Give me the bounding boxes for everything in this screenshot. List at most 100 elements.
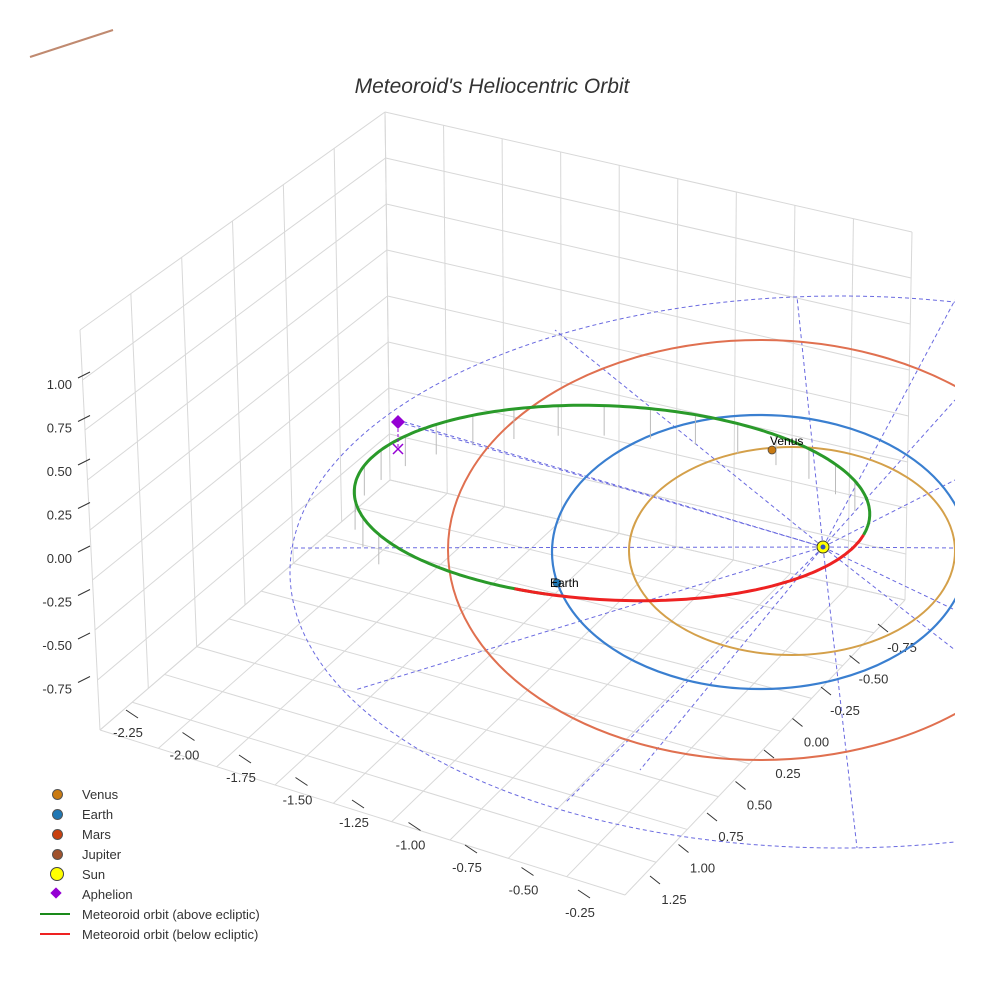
- legend-item[interactable]: Jupiter: [36, 844, 260, 864]
- z-tick-mark: [77, 458, 91, 466]
- legend-item[interactable]: Sun: [36, 864, 260, 884]
- z-tick-mark: [77, 589, 91, 596]
- legend-item[interactable]: Mars: [36, 824, 260, 844]
- grid-line: [158, 492, 448, 749]
- grid-line: [357, 507, 875, 634]
- circle-icon: [36, 784, 82, 804]
- y-tick-label: -0.75: [887, 640, 917, 655]
- grid-line: [216, 506, 505, 768]
- legend-label: Sun: [82, 866, 106, 882]
- aphelion-diamond: [391, 415, 405, 429]
- sun-center: [820, 544, 826, 550]
- grid-line: [388, 341, 908, 463]
- legend-item[interactable]: Meteoroid orbit (above ecliptic): [36, 904, 260, 924]
- grid-line: [87, 249, 388, 481]
- x-tick-label: -1.50: [283, 793, 313, 808]
- ecliptic-radial-line: [822, 546, 955, 611]
- grid-line: [624, 599, 906, 896]
- grid-line: [325, 535, 843, 667]
- y-tick-mark: [820, 686, 832, 696]
- legend-item[interactable]: Earth: [36, 804, 260, 824]
- grid-line: [566, 586, 849, 878]
- y-tick-mark: [706, 812, 718, 822]
- grid-line: [391, 546, 677, 823]
- legend-label: Venus: [82, 786, 119, 802]
- apsides-line: [397, 421, 824, 548]
- grid-line: [228, 618, 750, 765]
- x-tick-label: -2.00: [170, 748, 200, 763]
- x-tick-label: -1.25: [339, 815, 369, 830]
- y-tick-label: 1.00: [690, 861, 715, 876]
- line-icon: [36, 904, 82, 924]
- z-tick-label: 1.00: [47, 377, 72, 392]
- x-tick-mark: [238, 754, 252, 764]
- earth-label: Earth: [550, 576, 579, 590]
- z-tick-label: -0.50: [42, 638, 72, 653]
- grid-line: [384, 111, 913, 233]
- y-tick-label: 0.00: [804, 735, 829, 750]
- z-tick-mark: [77, 545, 91, 553]
- earth-orbit: [550, 413, 955, 691]
- grid-line: [99, 479, 391, 731]
- grid-line: [386, 249, 910, 371]
- mars-orbit: [447, 339, 955, 761]
- ecliptic-radial-line: [354, 546, 824, 691]
- x-tick-mark: [295, 777, 308, 786]
- z-tick-mark: [77, 502, 91, 509]
- z-tick-mark: [77, 371, 91, 379]
- ecliptic-circle: [289, 295, 955, 849]
- ecliptic-radial-line: [639, 546, 824, 771]
- legend-label: Earth: [82, 806, 114, 822]
- legend: Venus Earth Mars Jupiter Sun Aphelion Meteoroi…: [36, 784, 260, 944]
- legend-item[interactable]: Meteoroid orbit (below ecliptic): [36, 924, 260, 944]
- x-tick-mark: [351, 799, 365, 809]
- x-tick-mark: [408, 822, 421, 831]
- grid-line: [92, 341, 389, 581]
- legend-label: Meteoroid orbit (above ecliptic): [82, 906, 260, 922]
- y-tick-mark: [763, 749, 775, 759]
- legend-item[interactable]: Venus: [36, 784, 260, 804]
- legend-label: Aphelion: [82, 886, 133, 902]
- circle-icon: [36, 844, 82, 864]
- ecliptic-radial-line: [822, 546, 858, 849]
- grid-line: [132, 701, 657, 863]
- y-tick-label: -0.25: [830, 703, 860, 718]
- grid-line: [332, 532, 620, 804]
- y-tick-mark: [735, 781, 746, 790]
- meteoroid-orbit-above: [352, 403, 872, 596]
- ecliptic-radial-line: [796, 296, 824, 548]
- ecliptic-radial-line: [822, 546, 955, 549]
- z-tick-label: 0.75: [47, 421, 72, 436]
- markers: Venus Earth: [391, 415, 830, 590]
- circle-icon: [36, 824, 82, 844]
- grid-line: [389, 479, 906, 601]
- grid-line: [97, 433, 390, 681]
- grid-line: [507, 572, 791, 859]
- orbits: [29, 29, 955, 849]
- ecliptic-radial-line: [822, 399, 955, 548]
- z-tick-label: 0.25: [47, 508, 72, 523]
- y-tick-mark: [792, 718, 803, 727]
- grid-line: [94, 387, 390, 631]
- venus-marker: [767, 445, 777, 455]
- z-tick-label: -0.75: [42, 682, 72, 697]
- grid-line: [164, 673, 688, 830]
- z-tick-mark: [77, 676, 91, 683]
- grid-line: [196, 646, 719, 798]
- axis-ticks: 1.00 0.75 0.50 0.25 0.00 -0.25 -0.50 -0.75 -2.25…: [42, 371, 917, 920]
- x-tick-mark: [182, 732, 195, 741]
- jupiter-orbit: [29, 29, 114, 58]
- y-tick-mark: [678, 844, 689, 853]
- legend-item[interactable]: Aphelion: [36, 884, 260, 904]
- z-tick-label: 0.00: [47, 551, 72, 566]
- venus-orbit: [628, 446, 955, 656]
- x-tick-label: -0.50: [509, 883, 539, 898]
- z-tick-label: -0.25: [42, 595, 72, 610]
- grid-line: [449, 559, 734, 841]
- legend-label: Mars: [82, 826, 111, 842]
- diamond-icon: [36, 884, 82, 904]
- z-tick-label: 0.50: [47, 464, 72, 479]
- y-tick-mark: [649, 875, 661, 885]
- legend-label: Meteoroid orbit (below ecliptic): [82, 926, 259, 942]
